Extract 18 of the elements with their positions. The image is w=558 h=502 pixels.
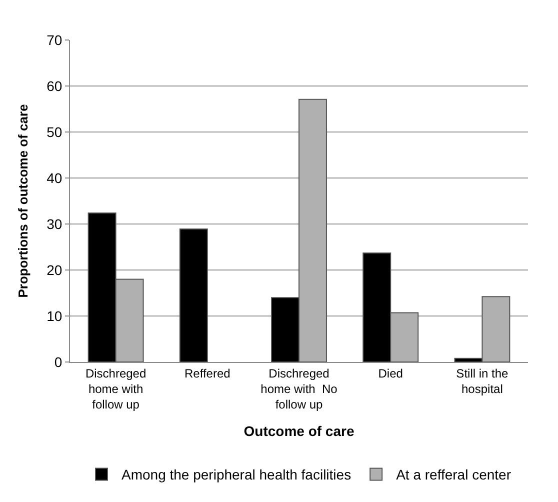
y-tick-label: 60 xyxy=(46,78,62,94)
y-axis-title: Proportions of outcome of care xyxy=(16,104,31,298)
y-tick-label: 40 xyxy=(46,170,62,186)
legend-label: At a refferal center xyxy=(396,466,512,483)
y-tick-label: 70 xyxy=(46,32,62,48)
y-tick-label: 20 xyxy=(46,262,62,278)
x-tick-label: Reffered xyxy=(184,366,230,380)
y-tick-label: 0 xyxy=(54,354,62,370)
x-tick-label: Died xyxy=(378,366,403,380)
legend-label: Among the peripheral health facilities xyxy=(122,466,352,483)
x-axis-title: Outcome of care xyxy=(244,422,354,439)
y-tick-label: 50 xyxy=(46,124,62,140)
x-tick-label: Still in the hospital xyxy=(456,366,509,396)
x-tick-label: Dischreged home with No follow up xyxy=(260,366,338,412)
x-tick-label: Dischreged home with follow up xyxy=(85,366,146,412)
bar xyxy=(179,228,208,362)
y-tick-label: 10 xyxy=(46,308,62,324)
y-tick-label: 30 xyxy=(46,216,62,232)
